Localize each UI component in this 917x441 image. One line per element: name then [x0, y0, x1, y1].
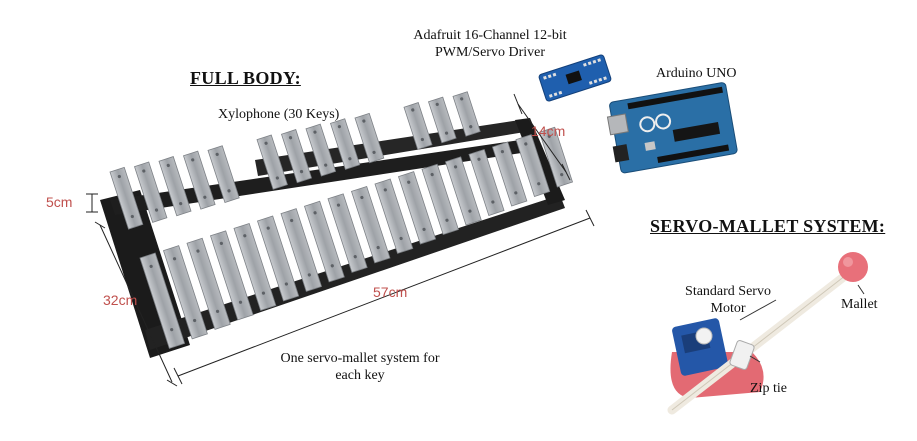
- dimension-lines: [86, 93, 595, 387]
- full-body-heading: FULL BODY:: [190, 68, 301, 88]
- dim-height-label: 5cm: [46, 194, 73, 210]
- servo-motor-label: Standard Servo Motor: [685, 284, 771, 316]
- xylophone-key: [427, 96, 457, 144]
- xylophone-label: Xylophone (30 Keys): [218, 107, 340, 122]
- frame-middle-rail: [110, 140, 528, 215]
- xylophone-key: [162, 245, 208, 340]
- xylophone-keys: [109, 91, 574, 349]
- servo-mallet-heading: SERVO-MALLET SYSTEM:: [650, 216, 886, 236]
- xylophone-key: [256, 215, 300, 302]
- xylophone-key: [468, 148, 505, 216]
- xylophone-key: [209, 230, 254, 321]
- pwm-driver-board-icon: [538, 54, 612, 102]
- xylophone-key: [350, 185, 391, 264]
- xylophone-key: [444, 156, 482, 226]
- servo-mallet-illustration: [667, 252, 868, 415]
- mallet-label: Mallet: [841, 297, 878, 312]
- xylophone-key: [256, 134, 288, 190]
- zip-tie-icon: [729, 340, 755, 370]
- xylophone-key: [491, 141, 528, 207]
- xylophone-key: [280, 208, 322, 292]
- xylophone-key: [305, 123, 337, 177]
- xylophone-key: [354, 112, 385, 164]
- xylophone-key: [329, 118, 361, 170]
- xylophone-key: [397, 171, 437, 245]
- xylophone-key: [327, 193, 368, 273]
- dim-depth-label: 32cm: [103, 292, 138, 308]
- xylophone-key: [452, 91, 481, 137]
- xylophone-key: [403, 102, 433, 150]
- xylophone-key: [207, 145, 240, 204]
- xylophone-key: [303, 200, 345, 283]
- xylophone-key: [158, 156, 192, 217]
- dim-width-label: 14cm: [531, 123, 566, 139]
- pwm-driver-label: Adafruit 16-Channel 12-bit PWM/Servo Dri…: [413, 28, 567, 60]
- dim-length-label: 57cm: [373, 284, 408, 300]
- xylophone-key: [182, 150, 216, 210]
- xylophone-key: [109, 166, 144, 230]
- dim-line-length: [177, 217, 591, 377]
- arduino-uno-board-icon: [606, 82, 738, 174]
- xylophone-key: [186, 237, 231, 330]
- zip-tie-label: Zip tie: [750, 381, 787, 396]
- xylophone-key: [421, 163, 459, 235]
- arduino-label: Arduino UNO: [656, 66, 737, 81]
- xylophone-key: [133, 161, 168, 223]
- xylophone-key: [374, 178, 414, 254]
- mallet-head-icon: [838, 252, 868, 282]
- xylophone-key: [280, 129, 312, 184]
- xylophone-key: [515, 134, 551, 197]
- dim-line-width: [517, 103, 567, 173]
- dim-line-depth: [99, 224, 173, 383]
- xylophone-key: [233, 222, 277, 311]
- xylophone-key: [139, 252, 186, 349]
- servo-note-label: One servo-mallet system for each key: [280, 351, 440, 383]
